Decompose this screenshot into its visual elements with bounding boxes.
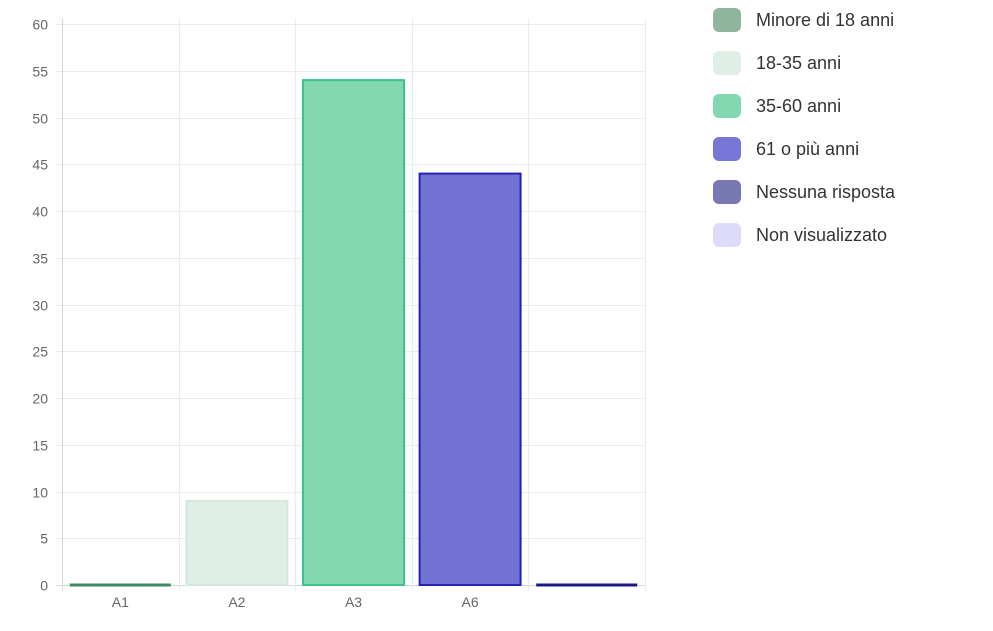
y-tick-label: 50 <box>32 111 48 127</box>
y-tick-label: 15 <box>32 438 48 454</box>
x-axis-ticks: A1 A2 A3 A6 <box>112 594 479 610</box>
legend-item[interactable]: 18-35 anni <box>713 51 895 75</box>
y-tick-label: 55 <box>32 64 48 80</box>
y-tick-label: 30 <box>32 298 48 314</box>
y-tick-label: 45 <box>32 157 48 173</box>
legend-label: 18-35 anni <box>756 52 842 73</box>
legend-swatch <box>713 180 741 204</box>
y-tick-label: 20 <box>32 391 48 407</box>
bar <box>69 583 171 587</box>
legend-swatch <box>713 94 741 118</box>
x-tick-label: A2 <box>228 594 245 610</box>
y-tick-label: 35 <box>32 251 48 267</box>
legend-label: Minore di 18 anni <box>756 9 895 30</box>
chart-legend: Minore di 18 anni 18-35 anni 35-60 anni … <box>713 8 895 266</box>
legend-item[interactable]: 61 o più anni <box>713 137 895 161</box>
legend-label: 35-60 anni <box>756 95 842 116</box>
y-tick-label: 60 <box>32 17 48 33</box>
legend-item[interactable]: Non visualizzato <box>713 223 895 247</box>
x-tick-label: A1 <box>112 594 129 610</box>
y-tick-label: 40 <box>32 204 48 220</box>
bar <box>536 583 638 587</box>
chart-bars <box>69 79 638 587</box>
legend-item[interactable]: Minore di 18 anni <box>713 8 895 32</box>
y-axis-ticks: 0 5 10 15 20 25 30 35 40 45 50 55 60 <box>32 17 48 594</box>
chart-grid <box>56 18 646 591</box>
x-tick-label: A3 <box>345 594 362 610</box>
bar <box>185 499 289 587</box>
y-tick-label: 5 <box>40 531 48 547</box>
y-tick-label: 25 <box>32 344 48 360</box>
legend-label: Non visualizzato <box>756 224 888 245</box>
legend-item[interactable]: 35-60 anni <box>713 94 895 118</box>
bar <box>302 79 405 586</box>
legend-item[interactable]: Nessuna risposta <box>713 180 895 204</box>
legend-swatch <box>713 8 741 32</box>
legend-swatch <box>713 137 741 161</box>
legend-label: 61 o più anni <box>756 138 860 159</box>
bar <box>418 172 522 586</box>
legend-swatch <box>713 223 741 247</box>
legend-swatch <box>713 51 741 75</box>
legend-label: Nessuna risposta <box>756 181 896 202</box>
x-tick-label: A6 <box>462 594 479 610</box>
y-tick-label: 0 <box>40 578 48 594</box>
y-tick-label: 10 <box>32 485 48 501</box>
